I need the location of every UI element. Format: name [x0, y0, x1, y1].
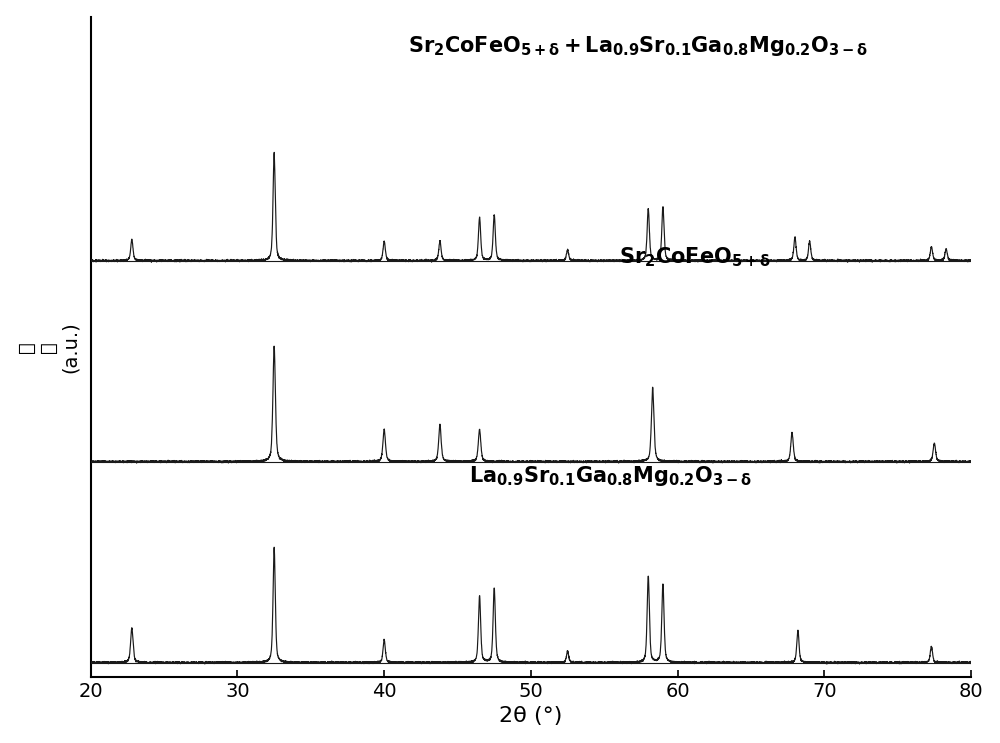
Text: $\mathbf{La_{0.9}Sr_{0.1}Ga_{0.8}Mg_{0.2}O_{3-\delta}}$: $\mathbf{La_{0.9}Sr_{0.1}Ga_{0.8}Mg_{0.2… — [469, 464, 752, 487]
X-axis label: 2θ (°): 2θ (°) — [499, 707, 563, 727]
Text: $\mathbf{Sr_2CoFeO_{5+\delta}}$: $\mathbf{Sr_2CoFeO_{5+\delta}}$ — [619, 246, 771, 270]
Text: $\mathbf{Sr_2CoFeO_{5+\delta}+La_{0.9}Sr_{0.1}Ga_{0.8}Mg_{0.2}O_{3-\delta}}$: $\mathbf{Sr_2CoFeO_{5+\delta}+La_{0.9}Sr… — [408, 34, 867, 59]
Y-axis label: 强
度
(a.u.): 强 度 (a.u.) — [17, 321, 80, 373]
